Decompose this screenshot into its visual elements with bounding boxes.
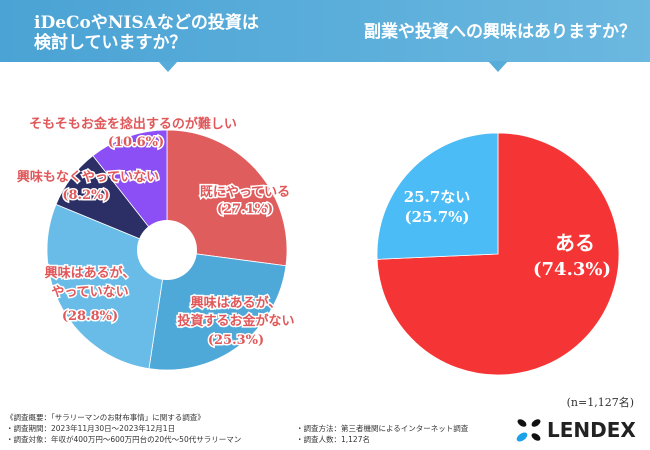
left-pointer	[158, 61, 178, 72]
survey-info-right: ・調査方法：第三者機関によるインターネット調査 ・調査人数：1,127名	[296, 423, 468, 445]
pct-already: (27.1%)	[217, 202, 273, 217]
survey-info-left: 《調査概要：「サラリーマンのお財布事情」に関する調査》 ・調査期間：2023年1…	[6, 412, 241, 445]
survey-target: ・調査対象：年収が400万円〜600万円台の20代〜50代サラリーマン	[6, 435, 242, 444]
pct-not-doing: (28.8%)	[62, 309, 118, 324]
label-no-money-1: 興味はあるが、	[191, 295, 282, 311]
pie0-slice-1	[148, 249, 287, 371]
lendex-logo-icon	[516, 419, 541, 442]
pie0-slice-0	[166, 129, 288, 267]
header-banner: iDeCoやNISAなどの投資は 検討していますか？ 副業や投資への興味はありま…	[0, 0, 650, 62]
left-title-line-2: 検討していますか？	[34, 33, 187, 53]
pct-no-interest: (8.2%)	[62, 188, 109, 203]
right-pointer	[488, 61, 508, 72]
pie0-hole	[137, 220, 197, 280]
lendex-logo: LENDEX	[515, 417, 636, 443]
pct-hard: (10.6%)	[108, 135, 164, 150]
left-title-line-1: iDeCoやNISAなどの投資は	[34, 13, 259, 33]
pie1-slice-1	[376, 132, 499, 260]
pie0-slice-2	[46, 203, 168, 370]
pct-yes: (74.3%)	[533, 259, 611, 280]
pie0-slice-4	[92, 129, 168, 252]
survey-summary: 《調査概要：「サラリーマンのお財布事情」に関する調査》	[6, 413, 205, 422]
right-chart-title: 副業や投資への興味はありますか？	[364, 22, 636, 42]
pct-no: (25.7%)	[405, 208, 470, 226]
label-no: 25.7ない	[404, 188, 471, 206]
label-no-money-2: 投資するお金がない	[177, 313, 294, 329]
label-not-doing-2: やっていない	[51, 285, 128, 300]
lendex-logo-text: LENDEX	[547, 418, 636, 442]
label-no-interest: 興味もなくやっていない	[17, 169, 159, 185]
left-chart-title: iDeCoやNISAなどの投資は 検討していますか？	[34, 13, 259, 53]
survey-method: ・調査方法：第三者機関によるインターネット調査	[296, 424, 469, 433]
label-already: 既にやっている	[200, 185, 290, 200]
sample-size: (n=1,127名)	[566, 396, 634, 409]
label-hard: そもそもお金を捻出するのが難しい	[29, 116, 237, 132]
survey-period: ・調査期間：2023年11月30日〜2023年12月1日	[6, 424, 176, 433]
pct-no-money: (25.3%)	[208, 333, 264, 348]
survey-count: ・調査人数：1,127名	[296, 435, 370, 444]
label-yes: ある	[555, 231, 595, 255]
label-not-doing-1: 興味はあるが、	[45, 265, 136, 281]
